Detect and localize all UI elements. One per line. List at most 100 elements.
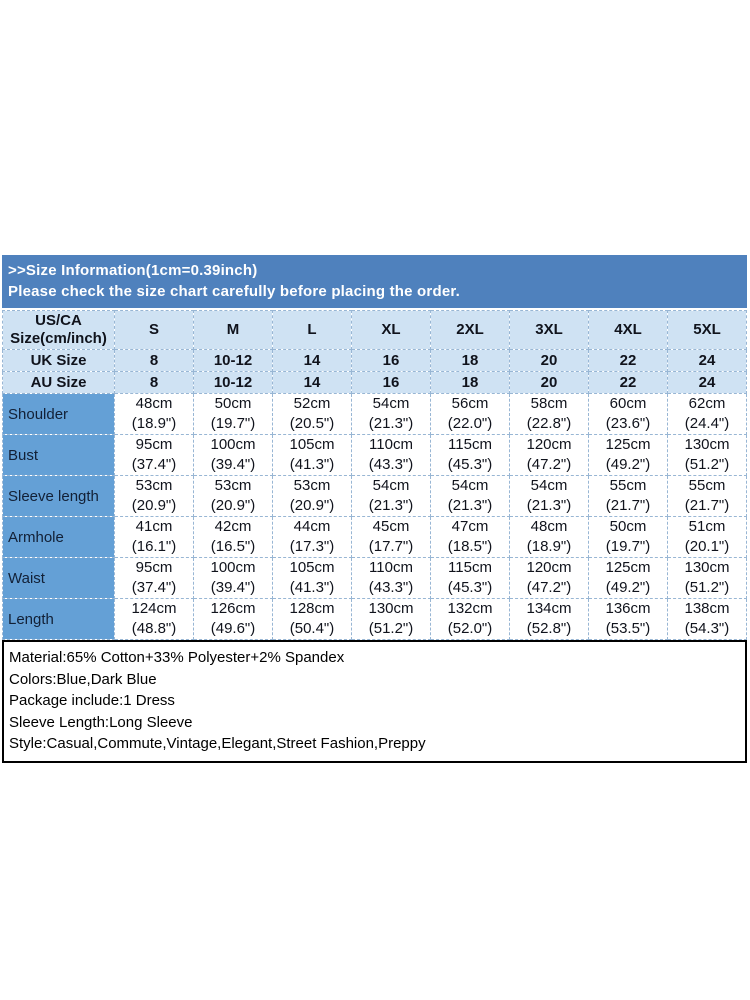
measurement-label-sleeve-length: Sleeve length: [2, 475, 115, 517]
region-size-value: 22: [588, 349, 668, 372]
measurement-value: 42cm (16.5"): [193, 516, 273, 558]
measurement-value: 45cm (17.7"): [351, 516, 431, 558]
measurement-value: 54cm (21.3"): [351, 393, 431, 435]
corner-line-2: Size(cm/inch): [10, 330, 107, 347]
measurement-row: Sleeve length 53cm (20.9") 53cm (20.9") 53cm (…: [2, 475, 747, 517]
measurement-value: 55cm (21.7"): [667, 475, 747, 517]
value-inch: (52.0"): [447, 620, 493, 637]
region-size-value: 18: [430, 349, 510, 372]
value-cm: 45cm: [372, 518, 410, 535]
measurement-value: 132cm (52.0"): [430, 598, 510, 640]
value-inch: (18.9"): [526, 538, 572, 555]
value-inch: (17.3"): [289, 538, 335, 555]
value-inch: (17.7"): [368, 538, 414, 555]
value-cm: 55cm: [688, 477, 726, 494]
value-cm: 100cm: [210, 559, 256, 576]
value-inch: (20.5"): [289, 415, 335, 432]
measurement-value: 54cm (21.3"): [351, 475, 431, 517]
value-inch: (21.3"): [447, 497, 493, 514]
value-inch: (49.6"): [210, 620, 256, 637]
size-column-header-xl: XL: [351, 310, 431, 350]
measurement-value: 55cm (21.7"): [588, 475, 668, 517]
value-cm: 48cm: [135, 395, 173, 412]
value-inch: (18.5"): [447, 538, 493, 555]
size-info-subtitle: Please check the size chart carefully be…: [8, 283, 460, 300]
measurement-value: 52cm (20.5"): [272, 393, 352, 435]
region-size-value: 24: [667, 349, 747, 372]
measurement-value: 124cm (48.8"): [114, 598, 194, 640]
value-inch: (16.1"): [131, 538, 177, 555]
value-inch: (51.2"): [684, 579, 730, 596]
sheet-content: >>Size Information(1cm=0.39inch) Please …: [2, 255, 747, 763]
region-size-value: 10-12: [193, 371, 273, 394]
value-inch: (47.2"): [526, 579, 572, 596]
measurement-value: 100cm (39.4"): [193, 557, 273, 599]
value-cm: 56cm: [451, 395, 489, 412]
value-cm: 126cm: [210, 600, 256, 617]
measurement-value: 126cm (49.6"): [193, 598, 273, 640]
value-cm: 58cm: [530, 395, 568, 412]
value-cm: 50cm: [214, 395, 252, 412]
value-cm: 130cm: [684, 436, 730, 453]
size-column-header-l: L: [272, 310, 352, 350]
value-cm: 125cm: [605, 559, 651, 576]
size-column-header-4xl: 4XL: [588, 310, 668, 350]
value-cm: 105cm: [289, 559, 335, 576]
measurement-row: Bust 95cm (37.4") 100cm (39.4") 105cm (41.3") 1…: [2, 434, 747, 476]
value-cm: 124cm: [131, 600, 177, 617]
value-cm: 47cm: [451, 518, 489, 535]
value-inch: (45.3"): [447, 579, 493, 596]
value-cm: 62cm: [688, 395, 726, 412]
value-cm: 44cm: [293, 518, 331, 535]
value-inch: (52.8"): [526, 620, 572, 637]
value-inch: (39.4"): [210, 579, 256, 596]
note-material: Material:65% Cotton+33% Polyester+2% Spa…: [9, 649, 345, 666]
value-cm: 115cm: [448, 436, 492, 453]
value-cm: 95cm: [135, 559, 173, 576]
measurement-value: 125cm (49.2"): [588, 434, 668, 476]
measurement-value: 120cm (47.2"): [509, 557, 589, 599]
value-cm: 120cm: [526, 436, 572, 453]
measurement-value: 95cm (37.4"): [114, 434, 194, 476]
value-cm: 52cm: [293, 395, 331, 412]
measurement-value: 53cm (20.9"): [193, 475, 273, 517]
measurement-value: 50cm (19.7"): [588, 516, 668, 558]
value-cm: 51cm: [688, 518, 726, 535]
measurement-value: 53cm (20.9"): [272, 475, 352, 517]
measurement-label-length: Length: [2, 598, 115, 640]
value-inch: (51.2"): [684, 456, 730, 473]
size-info-header-band: >>Size Information(1cm=0.39inch) Please …: [2, 255, 747, 310]
value-cm: 130cm: [684, 559, 730, 576]
value-inch: (41.3"): [289, 579, 335, 596]
measurement-value: 130cm (51.2"): [667, 434, 747, 476]
region-size-value: 22: [588, 371, 668, 394]
value-cm: 115cm: [448, 559, 492, 576]
measurement-value: 115cm (45.3"): [430, 557, 510, 599]
size-column-header-2xl: 2XL: [430, 310, 510, 350]
measurement-label-shoulder: Shoulder: [2, 393, 115, 435]
value-inch: (53.5"): [605, 620, 651, 637]
value-cm: 136cm: [605, 600, 651, 617]
value-inch: (20.9"): [289, 497, 335, 514]
corner-header-us-ca-size: US/CA Size(cm/inch): [2, 310, 115, 350]
region-size-value: 20: [509, 349, 589, 372]
size-column-header-5xl: 5XL: [667, 310, 747, 350]
value-cm: 95cm: [135, 436, 173, 453]
region-size-value: 24: [667, 371, 747, 394]
value-inch: (43.3"): [368, 579, 414, 596]
region-size-value: 16: [351, 349, 431, 372]
measurement-value: 110cm (43.3"): [351, 557, 431, 599]
size-header-row: US/CA Size(cm/inch) S M L XL 2XL 3XL 4XL 5XL: [2, 310, 747, 350]
value-cm: 100cm: [210, 436, 256, 453]
value-inch: (18.9"): [131, 415, 177, 432]
value-cm: 55cm: [609, 477, 647, 494]
measurement-value: 130cm (51.2"): [667, 557, 747, 599]
measurement-value: 110cm (43.3"): [351, 434, 431, 476]
size-info-title: >>Size Information(1cm=0.39inch): [8, 262, 258, 279]
size-chart-table: US/CA Size(cm/inch) S M L XL 2XL 3XL 4XL 5XL UK Si…: [2, 310, 747, 640]
region-size-value: 14: [272, 349, 352, 372]
measurement-value: 95cm (37.4"): [114, 557, 194, 599]
measurement-value: 50cm (19.7"): [193, 393, 273, 435]
value-inch: (22.0"): [447, 415, 493, 432]
note-package: Package include:1 Dress: [9, 692, 175, 709]
